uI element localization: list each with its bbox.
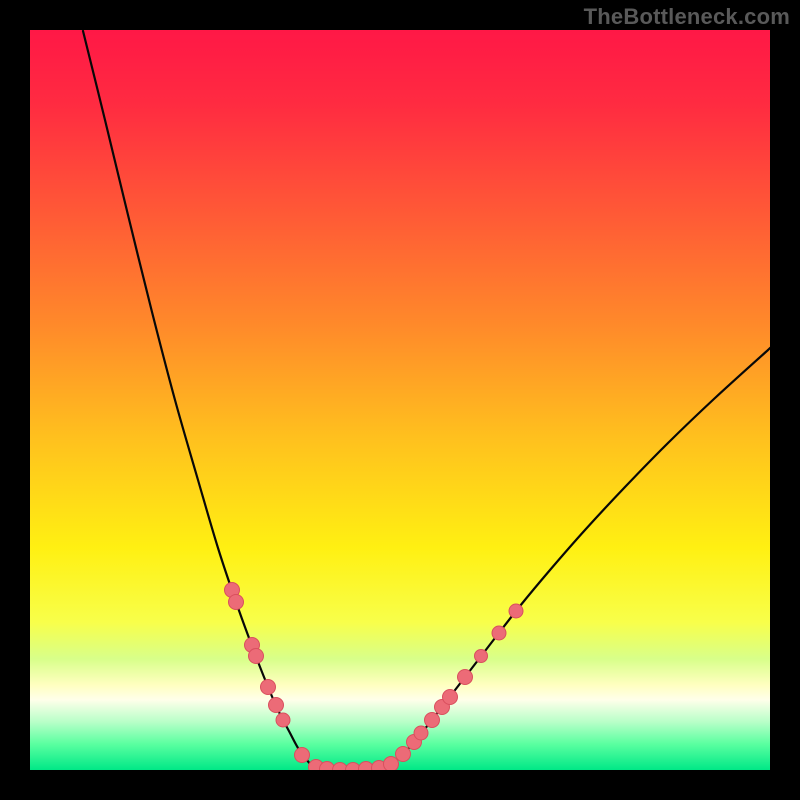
data-marker xyxy=(396,747,411,762)
chart-container: TheBottleneck.com xyxy=(0,0,800,800)
bottleneck-curve-chart xyxy=(0,0,800,800)
data-marker xyxy=(384,757,399,772)
data-marker xyxy=(492,626,506,640)
data-marker xyxy=(414,726,428,740)
data-marker xyxy=(443,690,458,705)
data-marker xyxy=(276,713,290,727)
data-marker xyxy=(509,604,523,618)
data-marker xyxy=(229,595,244,610)
data-marker xyxy=(249,649,264,664)
watermark-text: TheBottleneck.com xyxy=(584,4,790,30)
data-marker xyxy=(458,670,473,685)
data-marker xyxy=(295,748,310,763)
plot-area xyxy=(30,30,770,770)
data-marker xyxy=(475,650,488,663)
data-marker xyxy=(269,698,284,713)
data-marker xyxy=(261,680,276,695)
data-marker xyxy=(425,713,440,728)
